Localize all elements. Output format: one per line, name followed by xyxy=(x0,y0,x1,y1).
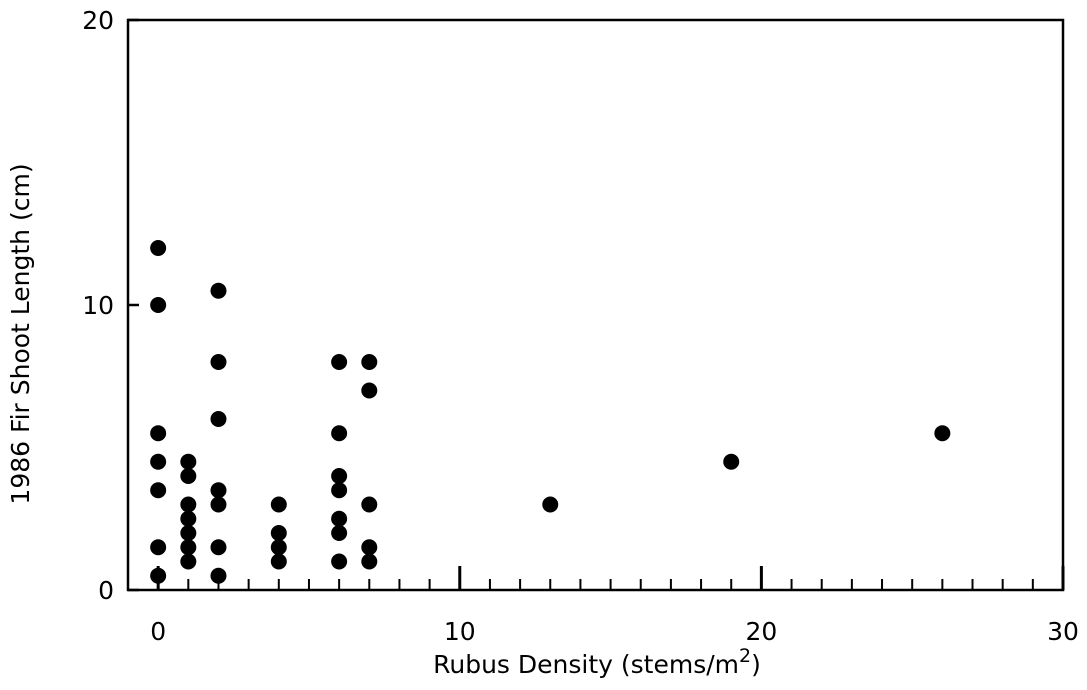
data-point xyxy=(210,482,227,499)
data-point xyxy=(150,453,167,470)
data-point xyxy=(542,496,559,513)
y-tick-labels: 0 10 20 xyxy=(82,6,114,605)
data-point xyxy=(270,525,287,541)
data-point xyxy=(331,425,348,442)
data-point xyxy=(361,553,378,570)
data-point xyxy=(180,510,197,527)
data-point xyxy=(331,553,348,570)
axis-ticks xyxy=(128,18,1065,592)
data-point xyxy=(270,496,287,513)
data-point xyxy=(331,525,348,541)
data-point xyxy=(331,510,348,527)
data-point xyxy=(180,453,197,470)
data-point xyxy=(934,425,951,442)
x-tick-labels: 0 10 20 30 xyxy=(150,617,1079,646)
x-axis-title-suffix: ) xyxy=(751,650,761,679)
data-point xyxy=(331,468,348,484)
data-point xyxy=(180,496,197,513)
y-tick-label: 0 xyxy=(98,576,114,605)
data-point xyxy=(150,539,167,556)
x-tick-label: 0 xyxy=(150,617,166,646)
x-axis-title-text: Rubus Density (stems/m xyxy=(433,650,739,679)
data-point xyxy=(361,496,378,513)
data-point xyxy=(150,240,167,256)
data-point xyxy=(270,553,287,570)
data-point xyxy=(180,553,197,570)
x-axis-title-superscript: 2 xyxy=(739,645,751,667)
plot-frame xyxy=(126,18,1065,592)
x-tick-label: 10 xyxy=(444,617,476,646)
data-point xyxy=(210,282,227,299)
data-point xyxy=(150,297,167,313)
data-point xyxy=(150,425,167,442)
data-point xyxy=(331,482,348,499)
data-point xyxy=(210,411,227,427)
data-point xyxy=(361,354,378,370)
data-point xyxy=(210,354,227,370)
data-point xyxy=(150,482,167,499)
data-point xyxy=(723,453,740,470)
data-point xyxy=(331,354,348,370)
x-tick-label: 30 xyxy=(1047,617,1079,646)
y-tick-label: 10 xyxy=(82,291,114,320)
data-point xyxy=(270,539,287,556)
y-tick-label: 20 xyxy=(82,6,114,35)
data-points xyxy=(150,240,951,584)
x-axis-title: Rubus Density (stems/m2) xyxy=(433,645,761,679)
data-point xyxy=(150,567,167,584)
data-point xyxy=(361,539,378,556)
data-point xyxy=(361,382,378,399)
data-point xyxy=(210,539,227,556)
data-point xyxy=(180,468,197,484)
data-point xyxy=(210,567,227,584)
x-tick-label: 20 xyxy=(745,617,777,646)
plot-border xyxy=(126,18,1065,592)
data-point xyxy=(180,525,197,541)
data-point xyxy=(210,496,227,513)
y-axis-title: 1986 Fir Shoot Length (cm) xyxy=(6,163,35,504)
data-point xyxy=(180,539,197,556)
